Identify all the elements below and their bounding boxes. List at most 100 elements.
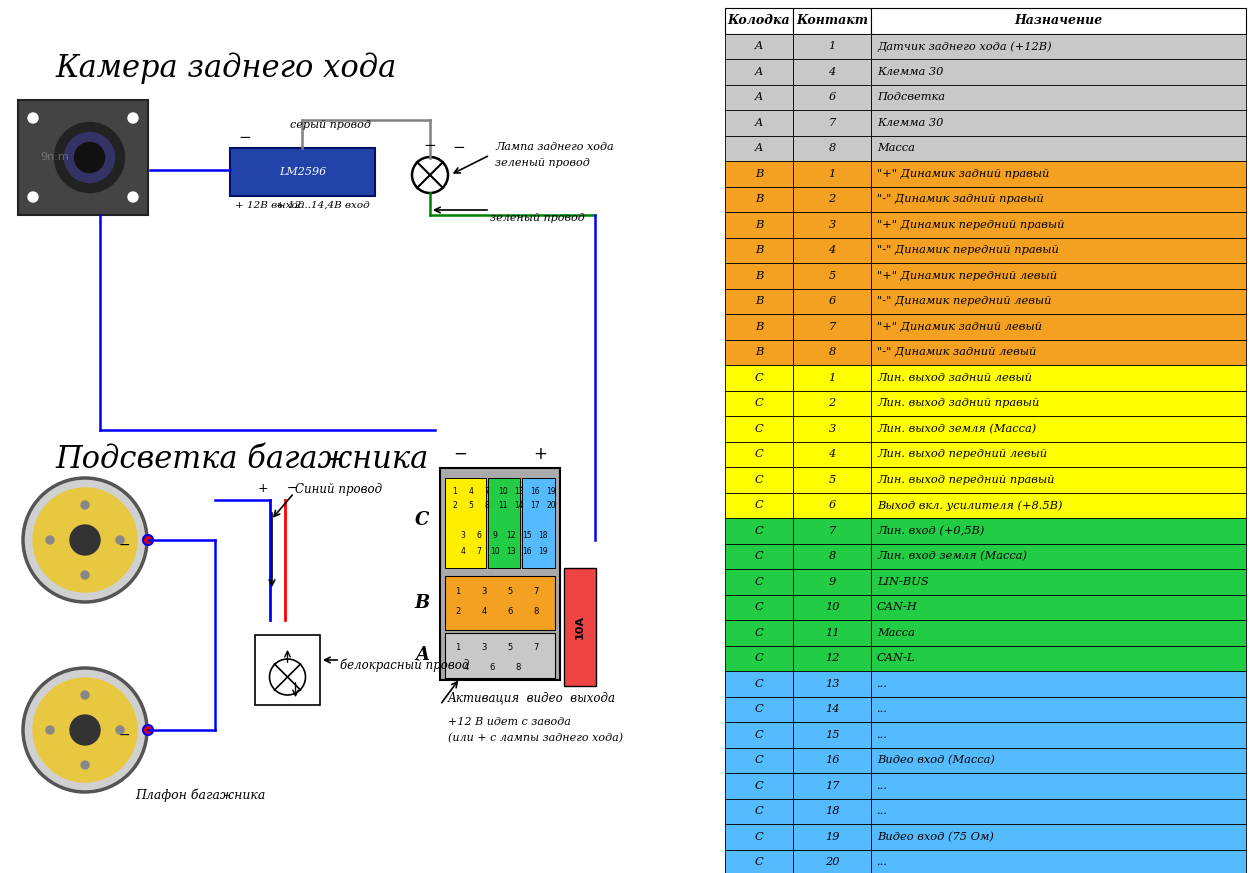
Text: Видео вход (Масса): Видео вход (Масса): [877, 755, 995, 766]
Bar: [793, 824, 871, 849]
Bar: [725, 849, 793, 873]
Text: 9: 9: [492, 532, 497, 540]
Text: LIN-BUS: LIN-BUS: [877, 577, 929, 587]
Text: Плафон багажника: Плафон багажника: [134, 788, 265, 801]
Bar: [871, 85, 1246, 110]
Text: 1: 1: [828, 41, 836, 52]
Text: Лин. выход земля (Масса): Лин. выход земля (Масса): [877, 423, 1037, 434]
Bar: [871, 187, 1246, 212]
Text: B: B: [754, 322, 763, 332]
Text: −: −: [286, 482, 297, 495]
Text: 3: 3: [482, 587, 487, 595]
Bar: [793, 59, 871, 85]
Text: 11: 11: [825, 628, 840, 638]
Text: C: C: [754, 602, 763, 612]
Text: 8: 8: [828, 551, 836, 561]
Text: 7: 7: [533, 587, 538, 595]
Text: 3: 3: [482, 643, 487, 652]
Text: 15: 15: [522, 532, 532, 540]
Text: 7: 7: [477, 546, 482, 555]
Text: 19: 19: [546, 486, 556, 496]
Bar: [793, 237, 871, 263]
Bar: [793, 390, 871, 416]
Bar: [871, 722, 1246, 747]
Bar: [871, 263, 1246, 288]
Text: −: −: [452, 140, 464, 155]
Bar: [793, 467, 871, 492]
Text: A: A: [415, 646, 429, 664]
Bar: [871, 161, 1246, 187]
Text: Клемма 30: Клемма 30: [877, 66, 944, 77]
Bar: [255, 635, 320, 705]
Text: −: −: [118, 538, 131, 552]
Text: 16: 16: [825, 755, 840, 766]
Text: A: A: [754, 41, 763, 52]
Text: 18: 18: [825, 807, 840, 816]
Text: Колодка: Колодка: [728, 14, 791, 27]
Text: C: C: [754, 423, 763, 434]
Bar: [793, 799, 871, 824]
Text: "-" Динамик передний левый: "-" Динамик передний левый: [877, 296, 1052, 306]
Circle shape: [128, 192, 138, 202]
Text: ...: ...: [877, 780, 887, 791]
Text: 13: 13: [506, 546, 516, 555]
Text: B: B: [754, 168, 763, 179]
Bar: [871, 849, 1246, 873]
Text: 20: 20: [825, 857, 840, 867]
Bar: [793, 110, 871, 135]
Bar: [18, 100, 148, 215]
Bar: [725, 161, 793, 187]
Text: + 12В выход: + 12В выход: [235, 201, 305, 210]
Text: 12: 12: [825, 653, 840, 663]
Bar: [793, 645, 871, 671]
Text: C: C: [754, 832, 763, 842]
Bar: [725, 645, 793, 671]
Bar: [725, 697, 793, 722]
Bar: [446, 576, 555, 630]
Circle shape: [115, 536, 124, 544]
Text: (или + с лампы заднего хода): (или + с лампы заднего хода): [448, 732, 624, 743]
Text: "-" Динамик задний левый: "-" Динамик задний левый: [877, 347, 1037, 357]
Bar: [725, 110, 793, 135]
Bar: [871, 747, 1246, 773]
Bar: [793, 416, 871, 442]
Text: 20: 20: [546, 501, 556, 511]
Circle shape: [74, 142, 104, 173]
Text: ...: ...: [877, 807, 887, 816]
Bar: [725, 288, 793, 314]
Text: Лампа заднего хода: Лампа заднего хода: [494, 142, 614, 152]
Text: Лин. вход (+0,5В): Лин. вход (+0,5В): [877, 526, 984, 536]
Text: C: C: [754, 373, 763, 382]
Bar: [871, 33, 1246, 59]
Text: 3: 3: [828, 423, 836, 434]
Text: "+" Динамик задний правый: "+" Динамик задний правый: [877, 168, 1049, 179]
Text: 4: 4: [468, 486, 473, 496]
Bar: [793, 288, 871, 314]
Circle shape: [33, 488, 137, 592]
Text: ...: ...: [877, 678, 887, 689]
Bar: [725, 722, 793, 747]
Text: CAN-L: CAN-L: [877, 653, 915, 663]
Text: "-" Динамик передний правый: "-" Динамик передний правый: [877, 245, 1059, 255]
Text: Синий провод: Синий провод: [295, 484, 382, 497]
Text: C: C: [754, 755, 763, 766]
Bar: [446, 633, 555, 678]
Bar: [871, 697, 1246, 722]
Text: Масса: Масса: [877, 628, 915, 638]
Text: 8: 8: [516, 663, 521, 672]
Bar: [725, 263, 793, 288]
Bar: [725, 416, 793, 442]
Text: 1: 1: [828, 373, 836, 382]
Bar: [793, 187, 871, 212]
Bar: [793, 620, 871, 645]
Bar: [871, 390, 1246, 416]
Text: 17: 17: [825, 780, 840, 791]
Text: −: −: [453, 445, 467, 463]
Text: 18: 18: [538, 532, 547, 540]
Bar: [725, 467, 793, 492]
Bar: [725, 544, 793, 569]
Text: CAN-H: CAN-H: [877, 602, 917, 612]
Bar: [793, 161, 871, 187]
Bar: [793, 747, 871, 773]
Text: 8: 8: [533, 607, 538, 615]
